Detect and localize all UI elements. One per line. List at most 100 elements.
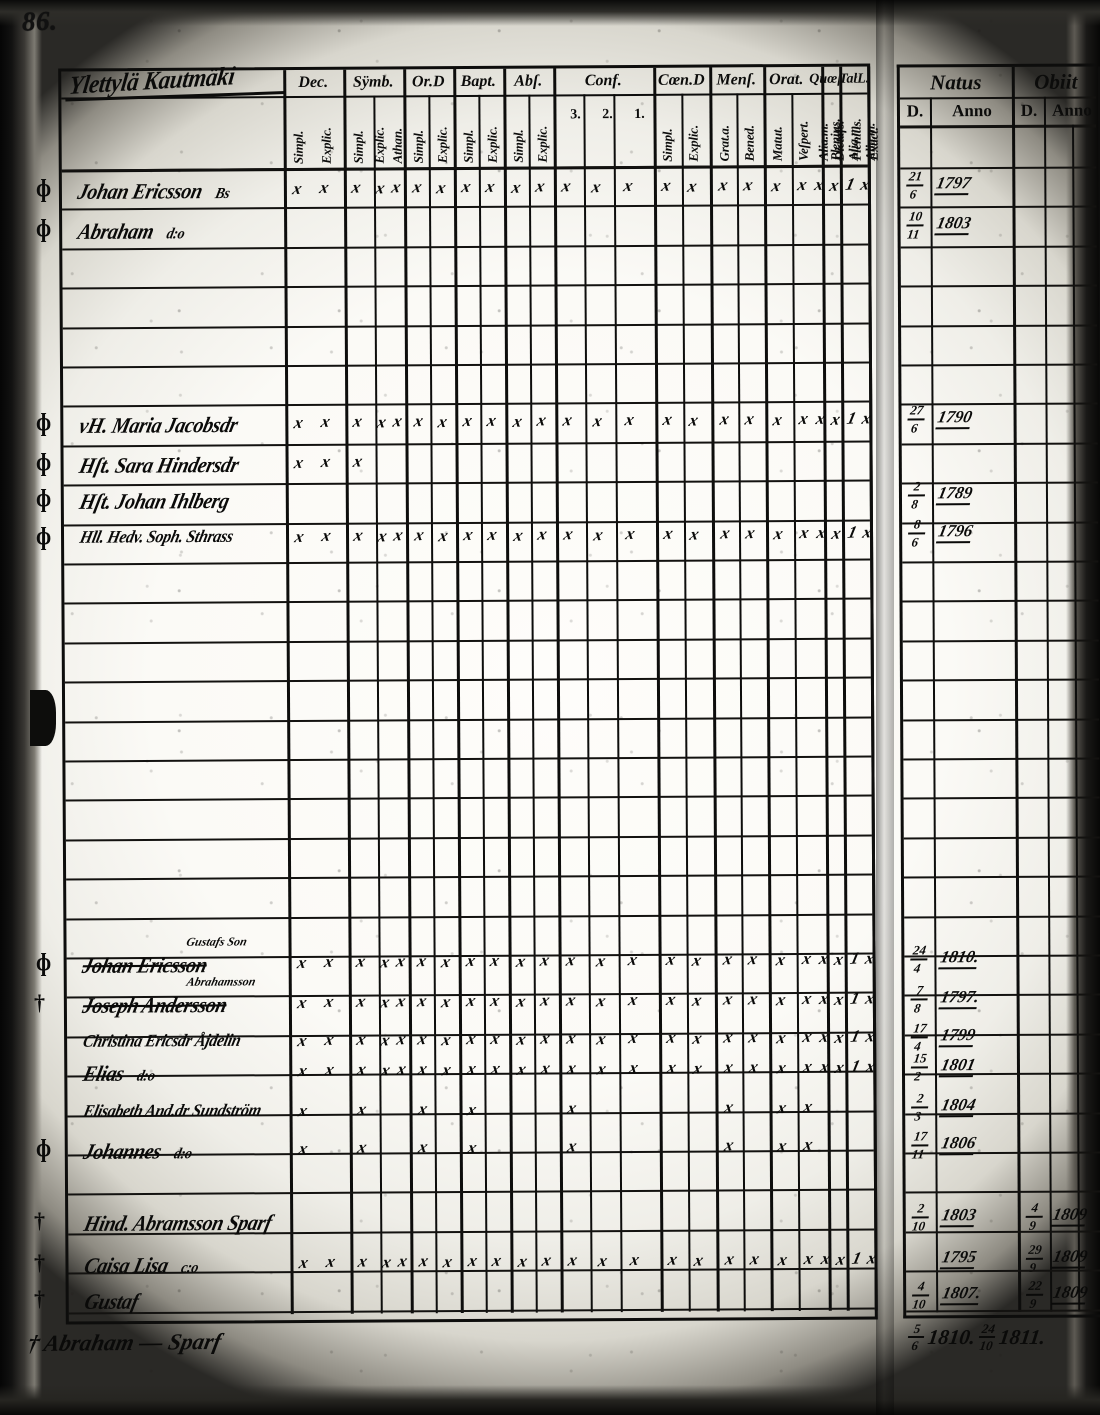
attendance-mark: x xyxy=(395,1029,408,1049)
natus-month: 10 xyxy=(911,1296,927,1312)
attendance-mark: x xyxy=(687,410,701,430)
attendance-mark: x xyxy=(623,523,637,544)
natus-year: 1807. xyxy=(939,1283,983,1306)
attendance-mark: x xyxy=(589,176,603,197)
column-rule xyxy=(709,67,720,1312)
column-rule xyxy=(553,68,564,1313)
attendance-mark: x xyxy=(434,177,448,198)
attendance-mark: x xyxy=(356,1251,370,1271)
attendance-mark: x xyxy=(351,411,365,431)
attendance-mark: x xyxy=(459,176,473,197)
natus-day-fraction: 2 10 xyxy=(906,1200,934,1233)
name-text: Elisabeth And.dr Sundström xyxy=(81,1101,263,1122)
attendance-mark: 1 xyxy=(850,1248,864,1268)
attendance-mark: x xyxy=(416,1137,430,1157)
natus-month: 8 xyxy=(913,1000,922,1016)
attendance-mark: x xyxy=(741,175,755,195)
natus-day-fraction: 10 11 xyxy=(900,208,928,241)
natus-obiit-row-rule xyxy=(902,678,1099,682)
name-suffix: d:o xyxy=(172,1146,194,1163)
attendance-mark: x xyxy=(716,175,730,195)
column-caption-7: Menſ. xyxy=(716,71,757,89)
attendance-mark: x xyxy=(687,524,701,544)
subcaption-text-14: Bened. xyxy=(741,125,757,162)
column-subcaption-9: Simpl. xyxy=(506,95,530,167)
natus-obiit-row-rule xyxy=(904,954,1100,958)
attendance-mark: x xyxy=(296,1100,310,1121)
attendance-mark: 1 xyxy=(845,408,859,428)
attendance-mark: x xyxy=(565,1058,579,1078)
natus-month: 8 xyxy=(910,496,920,512)
natus-obiit-row-rule xyxy=(902,521,1099,525)
natus-day: 4 xyxy=(917,1278,926,1294)
leaf-split-shadow xyxy=(876,0,894,1415)
attendance-mark: x xyxy=(412,525,426,545)
natus-obiit-row-rule xyxy=(904,993,1100,997)
row-rule xyxy=(66,873,873,881)
attendance-mark: x xyxy=(416,1029,429,1049)
natus-obiit-row-rule xyxy=(902,599,1099,603)
row-name: Joseph Andersson xyxy=(80,993,229,1019)
margin-glyph: ɸ xyxy=(36,946,52,977)
obiit-day-fraction: 22 9 xyxy=(1020,1278,1048,1310)
row-rule xyxy=(63,479,870,487)
margin-glyph: ɸ xyxy=(36,520,52,551)
attendance-mark: x xyxy=(829,409,843,429)
binding-gutter-right xyxy=(1066,0,1100,1415)
subcaption-text-2: Simpl. xyxy=(350,130,366,164)
name-text: Hſt. Johan Ihlberg xyxy=(77,489,232,515)
margin-glyph: ɸ xyxy=(36,482,52,513)
natus-obiit-row-rule xyxy=(903,757,1100,761)
row-name: Caisa Lisa c:o xyxy=(82,1253,202,1279)
attendance-mark: x xyxy=(466,1250,480,1271)
subcaption-text-15: Matut. xyxy=(769,126,785,162)
name-correction: Abrahamsson xyxy=(185,974,258,989)
attendance-mark: x xyxy=(440,1059,454,1080)
attendance-mark: x xyxy=(626,1027,640,1048)
attendance-mark: x xyxy=(465,1058,479,1079)
row-name: Hll. Hedv. Soph. Sthrass xyxy=(78,528,235,549)
natus-day-subcaption: D. xyxy=(906,101,924,121)
attendance-mark: x xyxy=(743,409,757,429)
column-caption-0: Dec. xyxy=(298,73,329,92)
attendance-mark: x xyxy=(623,409,637,430)
column-subcaption-15: Matut. xyxy=(765,93,789,165)
column-caption-1: Sÿmb. xyxy=(352,73,394,91)
footer-dates: 5 6 1810. 24 10 1811. xyxy=(906,1321,1048,1354)
attendance-mark: x xyxy=(490,1250,504,1271)
attendance-mark: x xyxy=(394,951,408,971)
attendance-mark: x xyxy=(533,176,547,196)
row-name: Hſt. Johan Ihlberg xyxy=(77,489,232,515)
row-name: Abraham d:o xyxy=(75,220,187,246)
row-rule xyxy=(63,400,870,408)
natus-obiit-row-rule xyxy=(905,1190,1100,1194)
attendance-mark: 1 xyxy=(843,174,857,194)
row-rule xyxy=(68,1307,875,1315)
natus-year: 1790 xyxy=(935,407,974,430)
attendance-mark: x xyxy=(691,1028,704,1048)
column-subcaption-7: Simpl. xyxy=(456,95,480,167)
attendance-mark: x xyxy=(391,525,405,545)
natus-day-fraction: 17 4 xyxy=(905,1020,933,1053)
column-rule xyxy=(373,95,383,1314)
attendance-mark: x xyxy=(351,525,365,545)
attendance-mark: x xyxy=(436,411,450,432)
name-suffix: d:o xyxy=(135,1068,157,1085)
footer-obiit-month: 10 xyxy=(978,1338,994,1354)
natus-month: 4 xyxy=(912,960,922,976)
row-rule xyxy=(64,637,871,645)
attendance-mark: 1 xyxy=(849,1056,863,1076)
attendance-mark: x xyxy=(355,1029,368,1049)
attendance-mark: x xyxy=(436,525,450,546)
attendance-mark: x xyxy=(464,1028,478,1049)
attendance-mark: x xyxy=(322,951,336,972)
attendance-mark: x xyxy=(485,524,499,545)
attendance-mark: x xyxy=(323,1029,336,1050)
natus-day-fraction: 24 4 xyxy=(904,942,932,976)
margin-cross-mark: † xyxy=(34,990,45,1015)
subcaption-text-13: Grat.a. xyxy=(716,125,732,162)
natus-obiit-row-rule xyxy=(905,1072,1100,1076)
column-subcaption-0: Simpl. xyxy=(286,96,310,168)
